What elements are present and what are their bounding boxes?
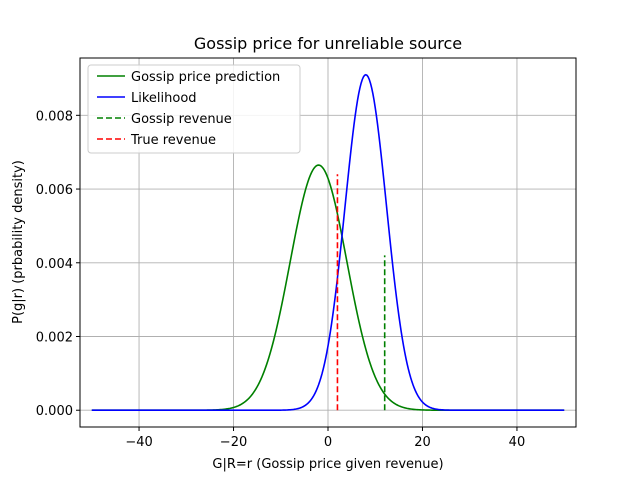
- y-axis-ticks: 0.000 0.002 0.004 0.006 0.008: [36, 109, 80, 419]
- y-axis-label: P(g|r) (prbability density): [11, 160, 26, 324]
- x-tick-label: −20: [220, 435, 247, 450]
- y-tick-label: 0.008: [36, 109, 73, 124]
- chart-title: Gossip price for unreliable source: [194, 34, 462, 53]
- x-tick-label: 40: [509, 435, 526, 450]
- legend-label-0: Gossip price prediction: [131, 70, 280, 85]
- x-axis-label: G|R=r (Gossip price given revenue): [212, 457, 443, 472]
- x-tick-label: 20: [414, 435, 431, 450]
- x-axis-ticks: −40 −20 0 20 40: [125, 427, 525, 450]
- legend-label-2: Gossip revenue: [131, 112, 232, 127]
- y-tick-label: 0.002: [36, 331, 73, 346]
- y-tick-label: 0.000: [36, 404, 73, 419]
- legend: Gossip price prediction Likelihood Gossip …: [87, 64, 301, 154]
- x-tick-label: 0: [324, 435, 332, 450]
- grid: [80, 58, 576, 427]
- series-line-1: [91, 73, 565, 412]
- legend-label-3: True revenue: [130, 133, 216, 148]
- legend-label-1: Likelihood: [131, 91, 197, 106]
- legend-box: [87, 64, 301, 154]
- y-tick-label: 0.004: [36, 257, 73, 272]
- x-tick-label: −40: [125, 435, 152, 450]
- y-tick-label: 0.006: [36, 183, 73, 198]
- plot-area: [91, 73, 565, 412]
